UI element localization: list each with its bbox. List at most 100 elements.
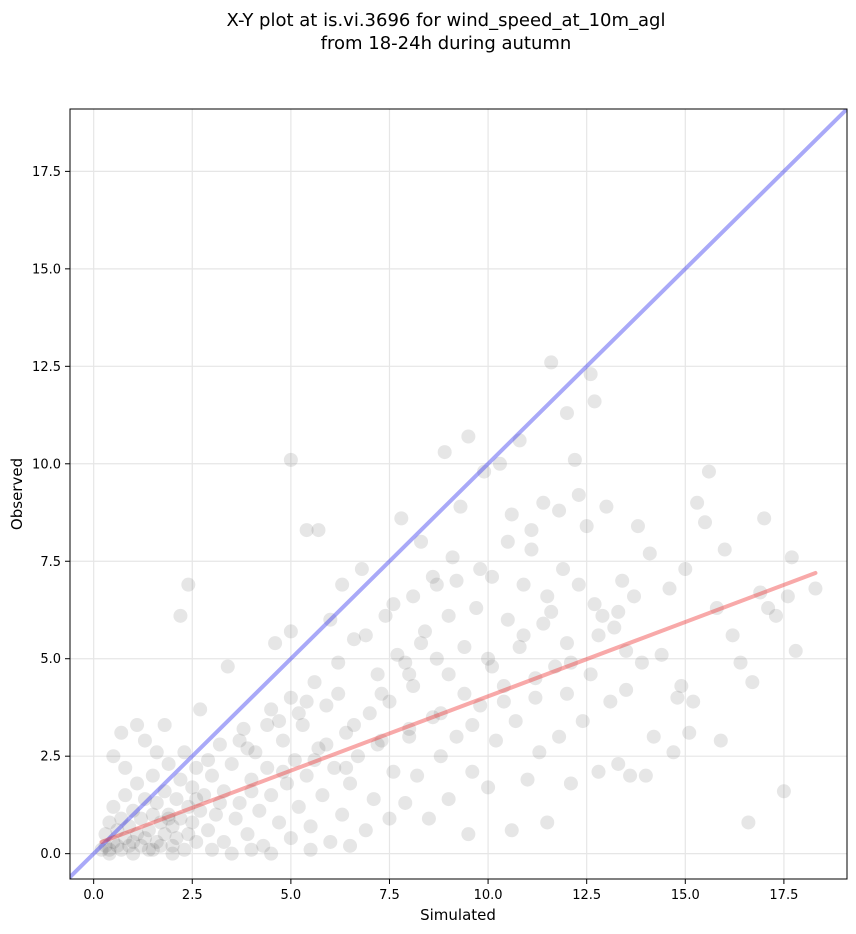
scatter-point [149,795,164,810]
scatter-point [118,788,133,803]
scatter-point [698,515,713,530]
scatter-point [303,842,318,857]
scatter-point [331,655,346,670]
scatter-point [512,433,527,448]
scatter-point [181,577,196,592]
scatter-point [414,636,429,651]
scatter-point [445,550,460,565]
scatter-point [212,737,227,752]
scatter-point [745,675,760,690]
x-axis-label: Simulated [420,906,496,924]
scatter-point [299,768,314,783]
scatter-point [122,838,137,853]
scatter-point [173,772,188,787]
x-tick-label: 10.0 [474,888,503,903]
scatter-point [228,811,243,826]
scatter-point [670,690,685,705]
scatter-point [145,768,160,783]
scatter-point [599,499,614,514]
scatter-point [370,737,385,752]
scatter-point [189,834,204,849]
scatter-point [137,792,152,807]
scatter-point [461,827,476,842]
scatter-point [126,846,141,861]
scatter-point [106,799,121,814]
scatter-point [343,838,358,853]
scatter-point [500,534,515,549]
scatter-point [149,834,164,849]
scatter-point [402,729,417,744]
scatter-point [394,511,409,526]
scatter-point [137,733,152,748]
scatter-point [461,429,476,444]
scatter-point [678,562,693,577]
scatter-point [615,573,630,588]
scatter-point [457,640,472,655]
scatter-point [591,764,606,779]
scatter-point [232,733,247,748]
scatter-point [417,624,432,639]
scatter-point [465,718,480,732]
scatter-point [441,792,456,807]
scatter-point [181,827,196,842]
scatter-point [559,406,574,421]
scatter-point [204,768,219,783]
y-tick-label: 7.5 [40,555,61,570]
scatter-point [149,745,164,760]
scatter-point [449,573,464,588]
scatter-point [406,679,421,694]
scatter-point [410,768,425,783]
scatter-point [331,686,346,701]
scatter-point [374,686,389,701]
scatter-point [323,834,338,849]
scatter-point [110,823,125,838]
scatter-point [185,815,200,830]
scatter-point [485,659,500,674]
scatter-point [437,445,452,460]
scatter-point [165,819,180,834]
scatter-point [552,503,567,518]
scatter-point [327,760,342,775]
scatter-point [260,760,275,775]
scatter-point [666,745,681,760]
scatter-point [552,729,567,744]
y-tick-label: 5.0 [40,652,61,667]
scatter-point [248,745,263,760]
scatter-point [299,523,314,538]
scatter-point [465,764,480,779]
scatter-point [311,523,326,538]
scatter-point [654,647,669,662]
scatter-point [204,842,219,857]
scatter-point [339,760,354,775]
scatter-point [161,811,176,826]
scatter-point [619,643,634,658]
scatter-point [757,511,772,526]
scatter-point [713,733,728,748]
scatter-point [189,792,204,807]
scatter-point [638,768,653,783]
scatter-point [264,702,279,717]
scatter-point [469,601,484,616]
scatter-point [473,698,488,713]
scatter-point [366,792,381,807]
scatter-point [414,534,429,549]
scatter-point [528,671,543,686]
scatter-point [449,729,464,744]
scatter-point [571,577,586,592]
scatter-point [114,811,129,826]
scatter-point [145,807,160,822]
scatter-point [350,749,365,764]
scatter-point [275,764,290,779]
scatter-point [197,788,212,803]
scatter-point [102,842,117,857]
scatter-point [153,838,168,853]
scatter-point [339,725,354,740]
scatter-point [98,838,113,853]
scatter-point [575,714,590,729]
scatter-point [240,741,255,756]
scatter-point [473,562,488,577]
scatter-point [177,842,192,857]
scatter-point [390,647,405,662]
chart-title-line2: from 18-24h during autumn [321,33,572,54]
scatter-point [784,550,799,565]
